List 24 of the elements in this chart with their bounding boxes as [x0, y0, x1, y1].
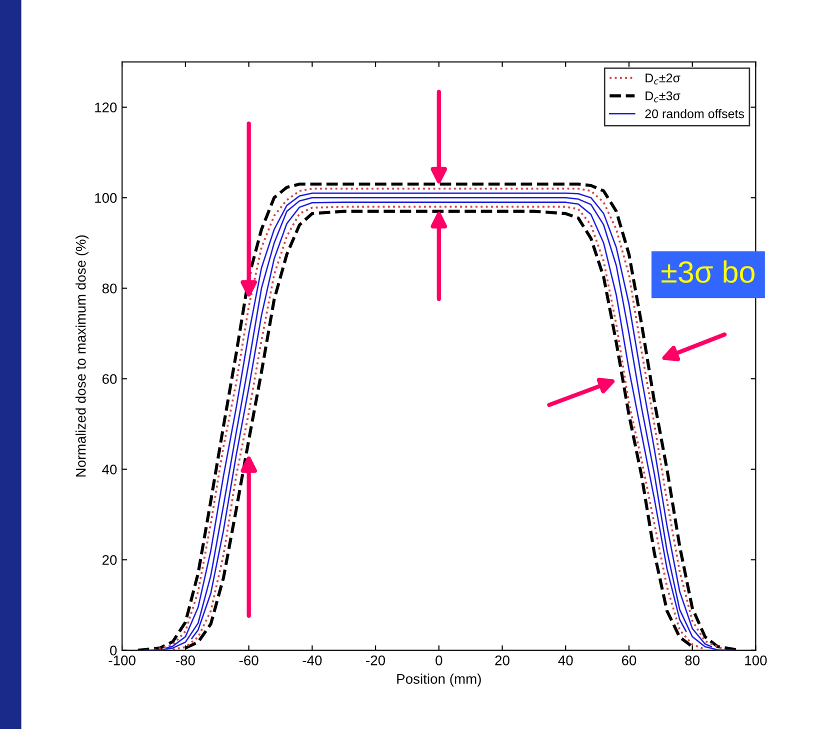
legend-label: D$_{c}$±3σ: [646, 91, 680, 102]
y-tick-label: 40: [102, 464, 117, 474]
x-tick-label: 0: [436, 655, 442, 666]
y-tick-label: 80: [102, 284, 117, 294]
x-axis-title: Position (mm): [397, 674, 481, 687]
y-tick-label: 100: [95, 193, 117, 203]
y-tick-label: 20: [102, 555, 117, 565]
y-tick-label: 60: [102, 374, 117, 384]
y-axis-title: Normalized dose to maximum dose (%): [76, 235, 89, 477]
x-tick-label: -20: [366, 655, 386, 666]
x-tick-label: -100: [108, 655, 136, 666]
annotation: ±3σ bo: [662, 260, 754, 283]
y-tick-label: 120: [95, 102, 117, 112]
x-tick-label: 60: [622, 655, 636, 666]
x-tick-label: -40: [302, 655, 322, 666]
x-tick-label: -60: [239, 655, 258, 666]
y-tick-label: 0: [110, 646, 117, 656]
x-tick-label: 80: [685, 655, 700, 666]
x-tick-label: 40: [558, 655, 573, 666]
x-tick-label: 20: [495, 655, 510, 666]
legend-label: 20 random offsets: [645, 109, 744, 118]
x-tick-label: -80: [176, 655, 195, 666]
x-tick-label: 100: [745, 655, 767, 666]
legend-label: D$_{c}$±2σ: [646, 74, 680, 84]
